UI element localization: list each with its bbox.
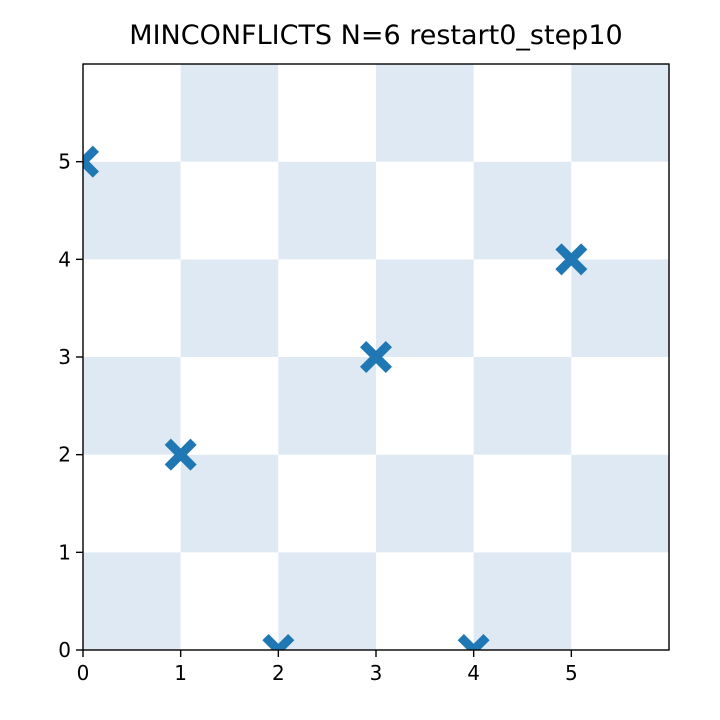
board-square — [278, 259, 376, 357]
board-square — [571, 64, 669, 162]
board-square — [473, 161, 572, 260]
x-tick-label: 0 — [77, 661, 90, 685]
queen-marker — [83, 145, 99, 178]
board-square — [180, 161, 279, 260]
y-tick-label: 4 — [58, 247, 71, 271]
board-square — [376, 454, 474, 553]
x-tick-label: 3 — [370, 661, 383, 685]
board-square — [473, 552, 572, 650]
y-tick-label: 0 — [58, 638, 71, 662]
queen-marker — [360, 341, 392, 373]
board-square — [376, 161, 474, 260]
board-square — [278, 64, 376, 162]
board-square — [376, 357, 474, 455]
x-tick-label: 2 — [272, 661, 285, 685]
board-square — [571, 161, 669, 260]
board-square — [571, 552, 669, 650]
x-tick-label: 5 — [565, 661, 578, 685]
board-square — [180, 357, 279, 455]
board-square — [180, 454, 279, 553]
board-square — [83, 454, 181, 553]
y-tick-label: 5 — [58, 150, 71, 174]
board-square — [278, 161, 376, 260]
queen-marker — [262, 634, 295, 650]
y-tick-label: 3 — [58, 345, 71, 369]
board-square — [376, 259, 474, 357]
queen-markers — [83, 145, 588, 650]
board-square — [83, 552, 181, 650]
board-square — [180, 259, 279, 357]
board-square — [278, 357, 376, 455]
board-square — [376, 64, 474, 162]
board-square — [180, 552, 279, 650]
board-square — [83, 64, 181, 162]
board-square — [83, 357, 181, 455]
x-axis-ticks: 0 1 2 3 4 5 — [77, 650, 578, 685]
x-tick-label: 4 — [467, 661, 480, 685]
board-square — [83, 161, 181, 260]
board-square — [571, 259, 669, 357]
board-square — [376, 552, 474, 650]
board-square — [473, 357, 572, 455]
board-square — [571, 357, 669, 455]
board-squares — [83, 64, 669, 650]
board-square — [473, 454, 572, 553]
y-tick-label: 2 — [58, 443, 71, 467]
chart-title: MINCONFLICTS N=6 restart0_step10 — [129, 20, 623, 51]
board-square — [278, 552, 376, 650]
board-square — [180, 64, 279, 162]
queen-marker — [457, 634, 490, 650]
board-square — [473, 64, 572, 162]
board-square — [278, 454, 376, 553]
queen-marker — [555, 243, 588, 276]
board-square — [83, 259, 181, 357]
y-tick-label: 1 — [58, 540, 71, 564]
x-tick-label: 1 — [174, 661, 187, 685]
board-square — [473, 259, 572, 357]
board-square — [571, 454, 669, 553]
y-axis-ticks: 0 1 2 3 4 5 — [58, 150, 83, 662]
queen-marker — [164, 438, 197, 471]
